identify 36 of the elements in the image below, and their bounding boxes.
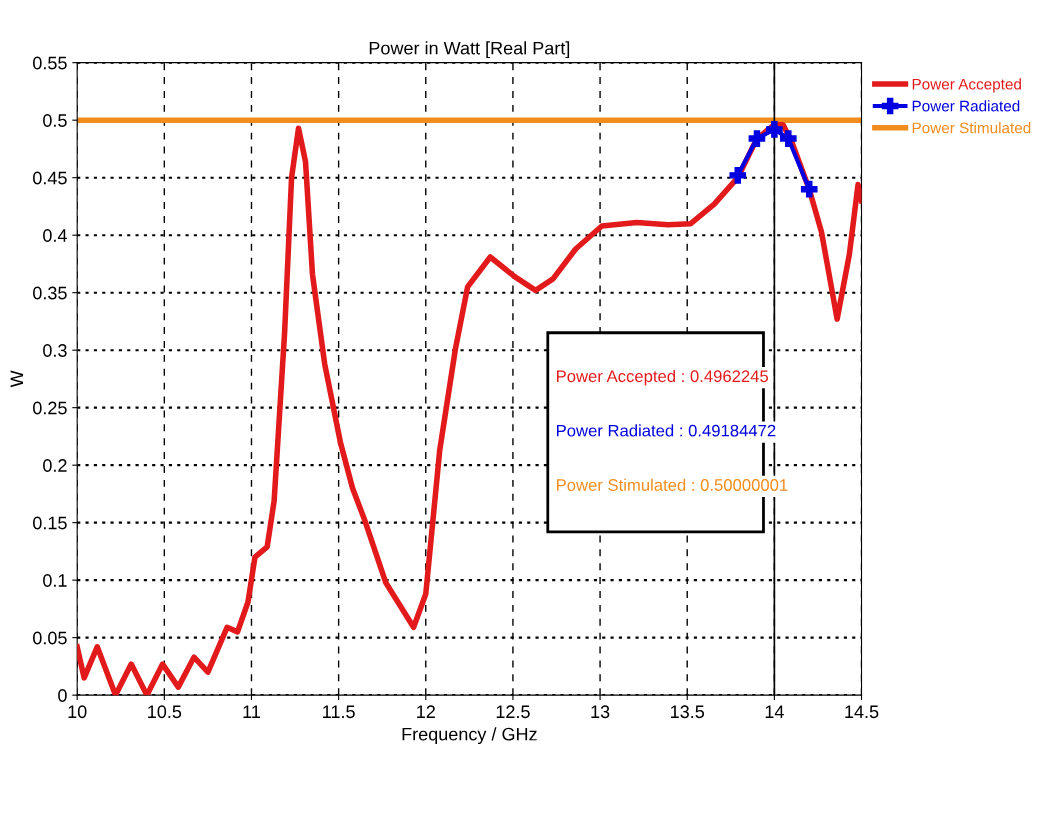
y-tick-label: 0 xyxy=(58,689,67,702)
y-tick-label: 0.05 xyxy=(33,631,67,645)
point xyxy=(729,167,747,184)
legend-label: Power Accepted xyxy=(912,78,1021,93)
legend-label: Power Radiated xyxy=(912,100,1020,112)
y-tick-label: 0.1 xyxy=(43,574,67,587)
point xyxy=(766,121,783,138)
y-tick-label: 0.45 xyxy=(33,171,67,185)
annotation: Power Radiated : 0.49184472 xyxy=(556,424,776,437)
y-tick-label: 0.15 xyxy=(33,516,67,530)
point xyxy=(779,130,797,147)
y-tick-label: 0.55 xyxy=(33,56,67,70)
x-tick-label: 13.5 xyxy=(671,705,705,719)
x-tick-label: 14.5 xyxy=(845,705,879,719)
y-tick-label: 0.35 xyxy=(33,286,67,300)
x-tick-label: 14 xyxy=(765,705,784,718)
x-tick-label: 12 xyxy=(417,705,435,718)
x-tick-label: 13 xyxy=(591,705,610,719)
x-tick-label: 11.5 xyxy=(323,705,355,719)
x-tick-label: 11 xyxy=(243,705,260,718)
y-tick-label: 0.2 xyxy=(43,459,67,472)
x-tick-label: 10 xyxy=(68,705,87,719)
annotation: Power Accepted : 0.4962245 xyxy=(556,369,769,386)
legend-label: Power Stimulated xyxy=(912,122,1031,134)
x-tick-label: 12.5 xyxy=(496,705,530,719)
y-axis-title: W xyxy=(10,370,24,388)
chart-title: Power in Watt [Real Part] xyxy=(369,41,570,59)
x-tick-label: 10.5 xyxy=(148,705,182,719)
point xyxy=(800,180,818,198)
y-tick-label: 0.25 xyxy=(33,401,67,415)
y-tick-label: 0.5 xyxy=(43,114,67,127)
annotation: Power Stimulated : 0.50000001 xyxy=(556,478,788,491)
point xyxy=(748,130,766,147)
x-axis-title: Frequency / GHz xyxy=(402,727,537,745)
y-tick-label: 0.3 xyxy=(43,344,67,357)
y-tick-label: 0.4 xyxy=(43,229,67,242)
